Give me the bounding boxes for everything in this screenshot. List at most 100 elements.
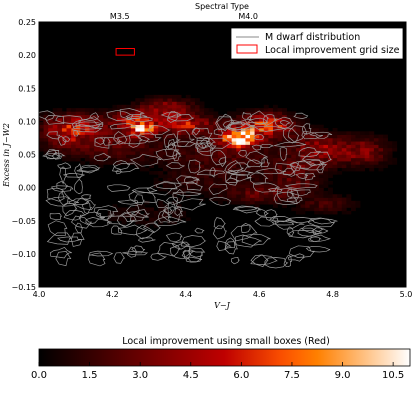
heatmap-cell [107,131,113,135]
heatmap-cell [231,184,237,188]
colorbar-tick-label: 4.5 [183,370,199,381]
heatmap-cell [300,187,306,192]
heatmap-cell [149,94,154,99]
heatmap-cell [286,137,292,142]
heatmap-cell [314,177,320,182]
heatmap-cell [217,200,223,205]
heatmap-cell [98,128,104,132]
heatmap-cell [121,220,127,225]
heatmap-cell [236,190,242,195]
heatmap-cell [176,171,182,175]
heatmap-cell [181,111,187,116]
heatmap-cell [208,197,214,202]
heatmap-cell [263,167,269,172]
heatmap-cell [80,108,86,112]
heatmap-cell [360,151,366,155]
heatmap-cell [231,131,237,135]
contour-line [274,116,294,129]
heatmap-cell [309,128,315,132]
heatmap-cell [144,147,150,152]
heatmap-cell [194,128,200,132]
heatmap-cell [341,197,347,202]
heatmap-cell [139,144,145,149]
heatmap-cell [346,147,352,152]
heatmap-cell [383,141,388,145]
heatmap-cell [139,104,145,109]
heatmap-cell [373,157,379,162]
heatmap-cell [295,137,301,142]
heatmap-cell [369,131,375,135]
heatmap-cell [277,134,283,139]
heatmap-cell [236,167,242,172]
heatmap-cell [208,190,214,195]
heatmap-cell [222,144,228,149]
heatmap-cell [295,204,301,208]
heatmap-cell [314,194,320,198]
heatmap-cell [282,161,288,165]
heatmap-cell [268,190,274,195]
heatmap-cell [39,124,44,129]
top-axis-ticks: M3.5 M4.0 [110,12,258,21]
contour-line [160,112,182,118]
heatmap-cell [181,108,187,112]
heatmap-cell [332,171,338,175]
heatmap-cell [57,128,63,132]
heatmap-cell [190,124,196,129]
heatmap-cell [61,128,67,132]
heatmap-cell [98,111,104,116]
contour-line [225,123,256,133]
heatmap-cell [350,157,356,162]
heatmap-cell [245,167,251,172]
heatmap-cell [286,147,292,152]
heatmap-cell [130,137,136,142]
y-tick-label: 0.20 [18,51,36,60]
contour-line [280,120,292,126]
heatmap-cell [332,128,338,132]
heatmap-cell [240,190,246,195]
heatmap-cell [144,131,150,135]
heatmap-cell [254,128,260,132]
heatmap-cell [204,151,210,155]
heatmap-cell [222,118,228,122]
heatmap-cell [139,108,145,112]
heatmap-cell [116,157,122,162]
y-tick-label: 0.05 [18,151,36,160]
heatmap-cell [139,121,145,125]
heatmap-cell [194,137,200,142]
heatmap-cell [158,200,164,205]
heatmap-cell [149,220,154,225]
heatmap-cell [227,187,232,192]
contour-line [188,159,201,174]
heatmap-cell [236,181,242,185]
heatmap-cell [286,134,292,139]
heatmap-cell [259,134,265,139]
heatmap-cell [144,200,150,205]
heatmap-cell [263,157,269,162]
heatmap-cell [314,147,320,152]
heatmap-cell [61,131,67,135]
heatmap-cell [75,157,81,162]
heatmap-cell [268,200,274,205]
heatmap-cell [208,114,214,119]
heatmap-cell [98,154,104,159]
y-tick-label: 0.10 [18,117,36,126]
heatmap-cell [263,141,269,145]
heatmap-cell [176,167,182,172]
heatmap-cell [176,104,182,109]
heatmap-cell [231,144,237,149]
contour-line [51,185,74,192]
heatmap-cell [217,154,223,159]
heatmap-cell [332,131,338,135]
heatmap-cell [291,177,297,182]
heatmap-cell [126,131,132,135]
heatmap-cell [190,184,196,188]
heatmap-cell [350,207,356,212]
heatmap-cell [295,190,301,195]
heatmap-cell [268,167,274,172]
heatmap-cell [236,124,242,129]
heatmap-cell [167,118,173,122]
heatmap-cell [167,144,173,149]
heatmap-cell [190,118,196,122]
heatmap-cell [89,147,95,152]
heatmap-cell [167,190,173,195]
